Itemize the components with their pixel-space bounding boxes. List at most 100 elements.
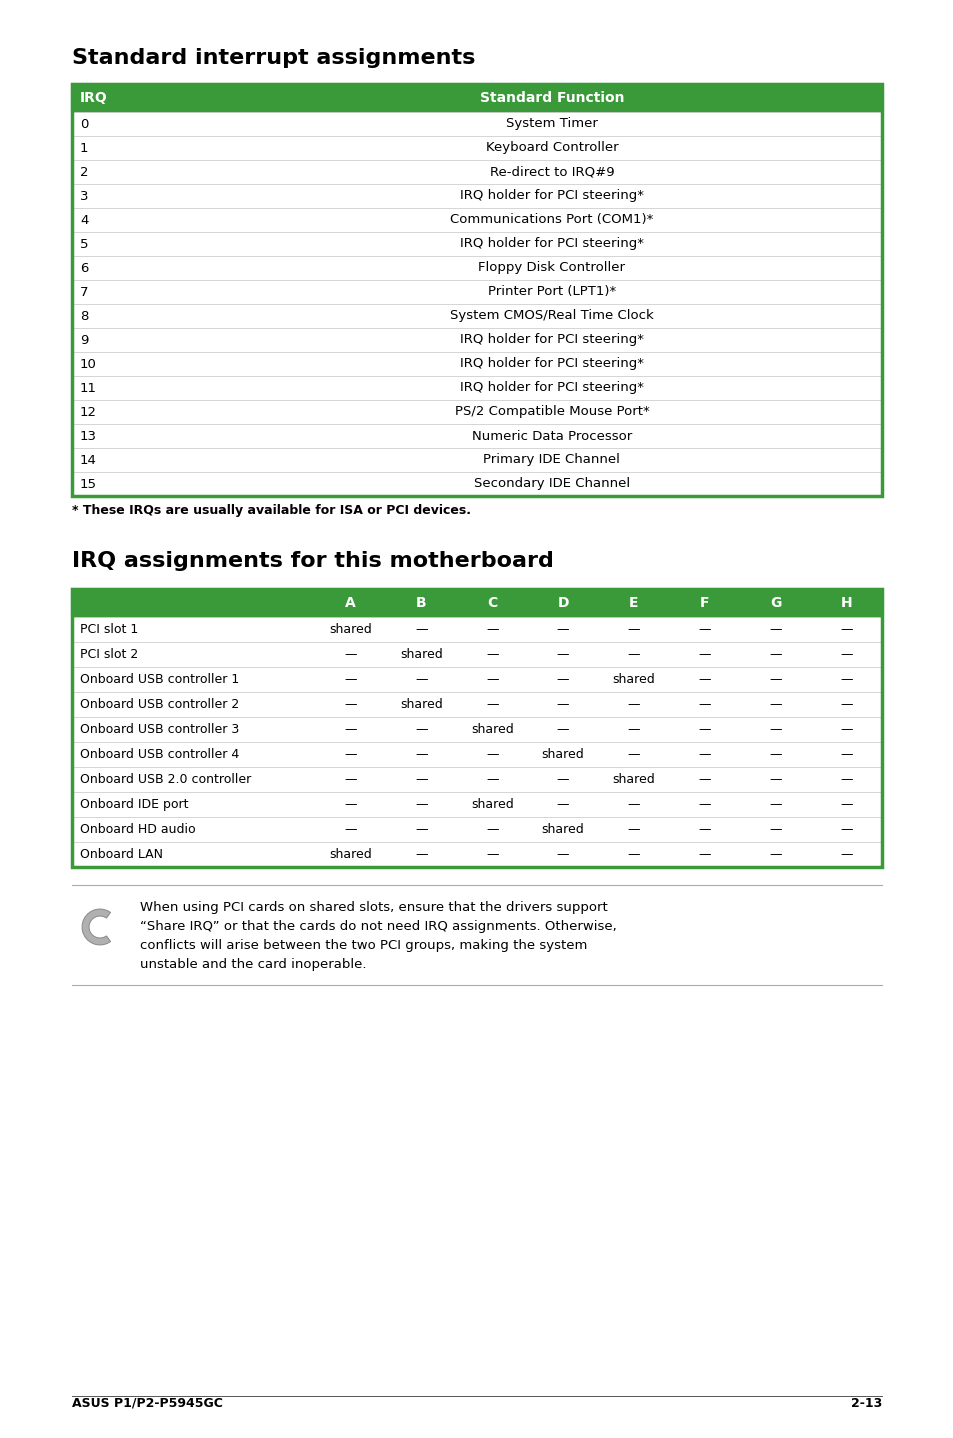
Bar — [71, 328, 882, 352]
Text: shared: shared — [399, 649, 442, 661]
Text: 8: 8 — [80, 309, 89, 322]
Text: —: — — [344, 723, 356, 736]
Text: shared: shared — [471, 723, 513, 736]
Text: —: — — [415, 774, 427, 787]
Bar — [71, 742, 882, 766]
Bar — [71, 352, 882, 375]
Text: —: — — [557, 848, 569, 861]
Text: shared: shared — [329, 848, 372, 861]
Text: IRQ holder for PCI steering*: IRQ holder for PCI steering* — [459, 334, 643, 347]
Text: Onboard USB 2.0 controller: Onboard USB 2.0 controller — [80, 774, 251, 787]
Text: —: — — [485, 673, 497, 686]
Text: shared: shared — [471, 798, 513, 811]
Bar — [71, 137, 882, 160]
Text: —: — — [344, 673, 356, 686]
Bar — [71, 692, 882, 718]
Bar — [71, 256, 882, 280]
Text: —: — — [627, 748, 639, 761]
Text: —: — — [769, 848, 781, 861]
Text: System Timer: System Timer — [505, 118, 598, 131]
Text: IRQ holder for PCI steering*: IRQ holder for PCI steering* — [459, 237, 643, 250]
Text: C: C — [487, 595, 497, 610]
Text: D: D — [557, 595, 568, 610]
Text: —: — — [344, 649, 356, 661]
Text: —: — — [698, 697, 710, 710]
Text: —: — — [627, 649, 639, 661]
Text: A: A — [345, 595, 355, 610]
Text: shared: shared — [612, 774, 655, 787]
Text: —: — — [698, 748, 710, 761]
Text: PCI slot 2: PCI slot 2 — [80, 649, 138, 661]
Text: —: — — [840, 748, 852, 761]
Bar — [71, 375, 882, 400]
Text: —: — — [698, 649, 710, 661]
Text: 1: 1 — [80, 141, 89, 154]
Bar — [71, 424, 882, 449]
Text: 13: 13 — [80, 430, 97, 443]
Text: —: — — [698, 673, 710, 686]
Text: —: — — [415, 723, 427, 736]
Text: Numeric Data Processor: Numeric Data Processor — [472, 430, 632, 443]
Bar — [71, 400, 882, 424]
Text: —: — — [840, 649, 852, 661]
Text: Onboard USB controller 1: Onboard USB controller 1 — [80, 673, 239, 686]
Text: Onboard USB controller 2: Onboard USB controller 2 — [80, 697, 239, 710]
Bar — [71, 590, 882, 867]
Text: —: — — [557, 697, 569, 710]
Text: —: — — [769, 723, 781, 736]
Text: —: — — [769, 623, 781, 636]
Bar — [71, 472, 882, 496]
Text: PCI slot 1: PCI slot 1 — [80, 623, 138, 636]
Text: —: — — [769, 798, 781, 811]
Text: Standard interrupt assignments: Standard interrupt assignments — [71, 47, 475, 68]
Text: 15: 15 — [80, 477, 97, 490]
Text: 3: 3 — [80, 190, 89, 203]
Text: IRQ holder for PCI steering*: IRQ holder for PCI steering* — [459, 381, 643, 394]
Text: B: B — [416, 595, 426, 610]
Text: —: — — [769, 673, 781, 686]
Text: 12: 12 — [80, 406, 97, 418]
Text: —: — — [557, 649, 569, 661]
Text: unstable and the card inoperable.: unstable and the card inoperable. — [140, 958, 366, 971]
Text: Primary IDE Channel: Primary IDE Channel — [483, 453, 619, 466]
Text: Floppy Disk Controller: Floppy Disk Controller — [477, 262, 625, 275]
Text: —: — — [557, 623, 569, 636]
Text: Keyboard Controller: Keyboard Controller — [485, 141, 618, 154]
Bar — [71, 83, 882, 496]
Bar — [71, 449, 882, 472]
Text: Onboard LAN: Onboard LAN — [80, 848, 163, 861]
Bar — [71, 792, 882, 817]
Text: —: — — [698, 848, 710, 861]
Text: 14: 14 — [80, 453, 97, 466]
Text: Secondary IDE Channel: Secondary IDE Channel — [474, 477, 629, 490]
Text: —: — — [557, 774, 569, 787]
Text: —: — — [344, 823, 356, 835]
Text: 7: 7 — [80, 286, 89, 299]
Text: 9: 9 — [80, 334, 89, 347]
Text: IRQ holder for PCI steering*: IRQ holder for PCI steering* — [459, 190, 643, 203]
Text: 6: 6 — [80, 262, 89, 275]
Text: —: — — [769, 774, 781, 787]
Bar — [71, 617, 882, 641]
Text: shared: shared — [329, 623, 372, 636]
Text: System CMOS/Real Time Clock: System CMOS/Real Time Clock — [450, 309, 653, 322]
Text: —: — — [557, 723, 569, 736]
Text: shared: shared — [399, 697, 442, 710]
Text: —: — — [415, 848, 427, 861]
Text: 10: 10 — [80, 358, 97, 371]
Bar — [71, 766, 882, 792]
Bar — [71, 641, 882, 667]
Text: “Share IRQ” or that the cards do not need IRQ assignments. Otherwise,: “Share IRQ” or that the cards do not nee… — [140, 920, 616, 933]
Text: IRQ holder for PCI steering*: IRQ holder for PCI steering* — [459, 358, 643, 371]
Text: —: — — [698, 723, 710, 736]
Text: Onboard USB controller 4: Onboard USB controller 4 — [80, 748, 239, 761]
Text: —: — — [485, 823, 497, 835]
Bar — [71, 209, 882, 232]
Text: Onboard USB controller 3: Onboard USB controller 3 — [80, 723, 239, 736]
Bar — [71, 718, 882, 742]
Text: —: — — [840, 697, 852, 710]
Text: —: — — [344, 798, 356, 811]
Text: —: — — [840, 723, 852, 736]
Bar — [71, 83, 882, 112]
Text: —: — — [344, 697, 356, 710]
